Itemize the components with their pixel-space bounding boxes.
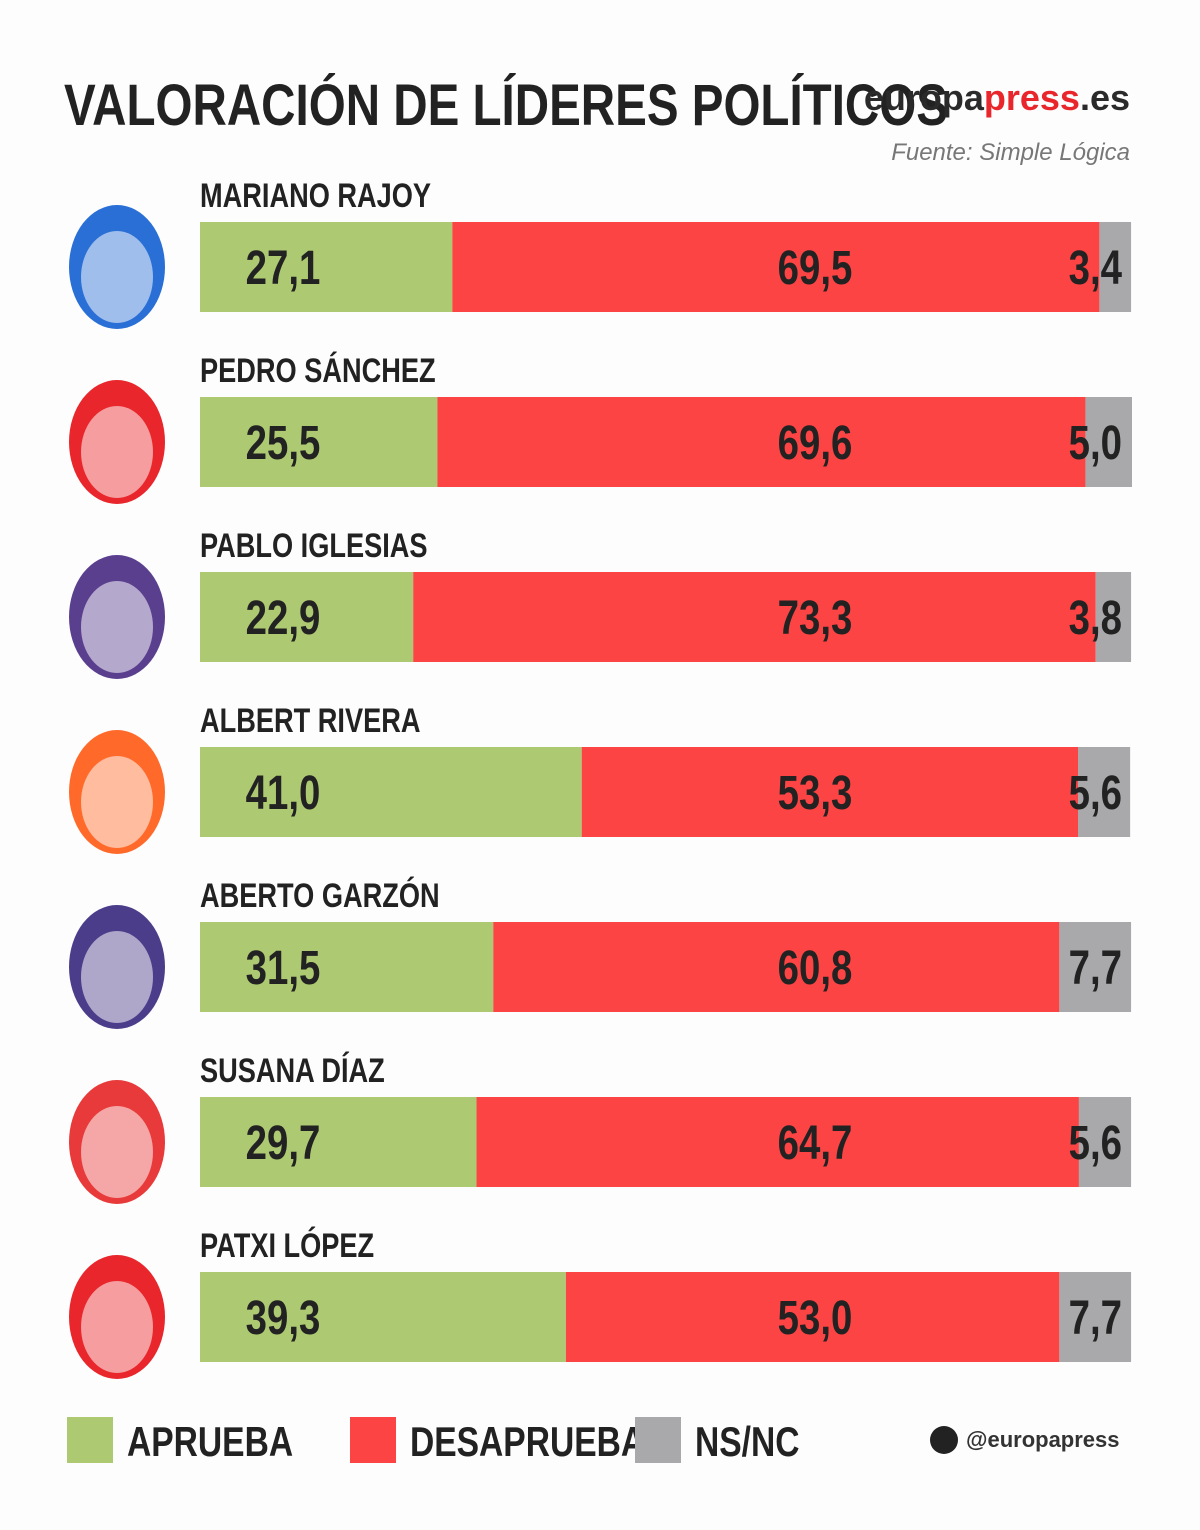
category-label: ABERTO GARZÓN: [200, 875, 440, 915]
portrait-face: [81, 1281, 153, 1373]
bar-segment: [1059, 922, 1132, 1012]
bar-segment: [1095, 572, 1132, 662]
category-label: PATXI LÓPEZ: [200, 1225, 374, 1265]
category-label: ALBERT RIVERA: [200, 701, 420, 740]
portrait-face: [81, 756, 153, 848]
bar-segment: [437, 397, 1086, 487]
value-label: 5,0: [1069, 417, 1122, 470]
bar-segment: [200, 922, 494, 1012]
brand-part: .es: [1080, 77, 1130, 118]
category-label: SUSANA DÍAZ: [200, 1051, 385, 1090]
legend-swatch: [635, 1417, 681, 1463]
value-label: 3,8: [1069, 592, 1122, 645]
bar-segment: [200, 572, 414, 662]
bar-segment: [413, 572, 1096, 662]
value-label: 31,5: [246, 942, 321, 995]
portrait-face: [81, 931, 153, 1023]
legend-label: APRUEBA: [127, 1420, 293, 1466]
bar-segment: [476, 1097, 1079, 1187]
legend-label: DESAPRUEBA: [410, 1420, 645, 1466]
value-label: 41,0: [246, 767, 321, 820]
value-label: 25,5: [246, 417, 321, 470]
portrait-face: [81, 1106, 153, 1198]
brand-part: europa: [864, 77, 985, 118]
portrait-face: [81, 406, 153, 498]
value-label: 5,6: [1069, 1117, 1122, 1170]
category-label: MARIANO RAJOY: [200, 176, 431, 215]
legend-swatch: [350, 1417, 396, 1463]
bar-segment: [493, 922, 1060, 1012]
bar-segment: [1099, 222, 1132, 312]
legend-label: NS/NC: [695, 1420, 799, 1466]
bar-segment: [565, 1272, 1060, 1362]
value-label: 29,7: [246, 1117, 321, 1170]
value-label: 39,3: [246, 1292, 321, 1345]
value-label: 27,1: [246, 242, 321, 295]
source: Fuente: Simple Lógica: [891, 139, 1130, 166]
portrait-face: [81, 581, 153, 673]
value-label: 73,3: [778, 592, 853, 645]
portrait-face: [81, 231, 153, 323]
bar-segment: [200, 1272, 566, 1362]
value-label: 5,6: [1069, 767, 1122, 820]
chart-title: VALORACIÓN DE LÍDERES POLÍTICOS: [64, 73, 948, 139]
bar-segment: [1077, 747, 1131, 837]
value-label: 64,7: [778, 1117, 853, 1170]
value-label: 53,0: [778, 1292, 853, 1345]
value-label: 22,9: [246, 592, 321, 645]
value-label: 7,7: [1069, 1292, 1122, 1345]
legend-swatch: [67, 1417, 113, 1463]
bar-segment: [200, 222, 453, 312]
bar-segment: [200, 1097, 477, 1187]
value-label: 3,4: [1069, 242, 1122, 295]
value-label: 60,8: [778, 942, 853, 995]
bar-segment: [452, 222, 1100, 312]
brand-part: press: [984, 77, 1080, 118]
value-label: 69,6: [778, 417, 853, 470]
value-label: 69,5: [778, 242, 853, 295]
category-label: PABLO IGLESIAS: [200, 526, 428, 565]
value-label: 7,7: [1069, 942, 1122, 995]
bar-segment: [1059, 1272, 1132, 1362]
brand: europapress.es: [864, 77, 1130, 118]
category-label: PEDRO SÁNCHEZ: [200, 351, 436, 390]
twitter-icon: [930, 1426, 958, 1454]
bar-segment: [200, 397, 438, 487]
value-label: 53,3: [778, 767, 853, 820]
bar-segment: [200, 747, 582, 837]
bar-segment: [1078, 1097, 1132, 1187]
bar-segment: [581, 747, 1078, 837]
social-handle: @europapress: [966, 1427, 1120, 1452]
bar-segment: [1085, 397, 1132, 487]
